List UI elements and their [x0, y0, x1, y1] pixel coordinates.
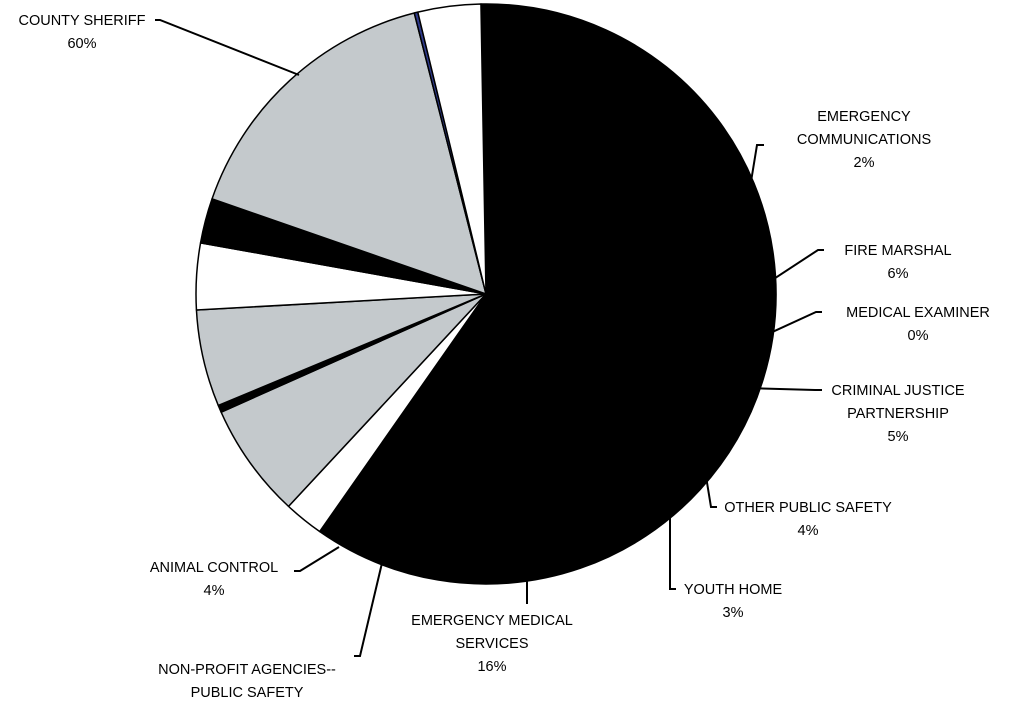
- leader-line: [155, 19, 300, 76]
- pie-slice: [211, 12, 487, 295]
- slice-label: CRIMINAL JUSTICE PARTNERSHIP 5%: [831, 383, 965, 445]
- leader-line: [759, 249, 824, 289]
- leader-line: [747, 144, 764, 201]
- slice-percent: 60%: [67, 36, 96, 52]
- slice-label-line: MEDICAL EXAMINER: [846, 305, 990, 321]
- slice-label-line: EMERGENCY MEDICAL: [411, 613, 573, 629]
- leader-line: [294, 546, 340, 572]
- slice-percent: 0%: [908, 328, 929, 344]
- slice-label: EMERGENCY COMMUNICATIONS 2%: [797, 109, 931, 171]
- leader-line: [702, 457, 717, 508]
- leader-line: [743, 387, 822, 391]
- slice-labels: COUNTY SHERIFF 60% EMERGENCY COMMUNICATIONS…: [18, 13, 990, 702]
- slice-label: COUNTY SHERIFF 60%: [18, 13, 145, 52]
- slice-percent: 5%: [888, 429, 909, 445]
- slice-label: NON-PROFIT AGENCIES--PUBLIC SAFETY0%: [158, 662, 336, 702]
- slice-label-line: EMERGENCY: [817, 109, 911, 125]
- slice-label-line: SERVICES: [455, 636, 528, 652]
- leader-line: [354, 562, 383, 657]
- slice-percent: 4%: [798, 523, 819, 539]
- slice-label: EMERGENCY MEDICAL SERVICES 16%: [411, 613, 573, 675]
- leader-lines: [155, 19, 824, 657]
- slice-label-line: OTHER PUBLIC SAFETY: [724, 500, 892, 516]
- pie-slice: [318, 3, 777, 585]
- slice-label-line: PUBLIC SAFETY: [191, 685, 304, 701]
- slice-label-line: FIRE MARSHAL: [844, 243, 951, 259]
- slice-percent: 2%: [854, 155, 875, 171]
- slice-label-line: COUNTY SHERIFF: [18, 13, 145, 29]
- leader-line: [669, 497, 676, 590]
- slice-label: MEDICAL EXAMINER 0%: [846, 305, 990, 344]
- slice-percent: 3%: [723, 605, 744, 621]
- slice-label-line: CRIMINAL JUSTICE: [831, 383, 965, 399]
- slice-label-line: NON-PROFIT AGENCIES--: [158, 662, 336, 678]
- slice-label: ANIMAL CONTROL 4%: [150, 560, 278, 599]
- slice-label-line: ANIMAL CONTROL: [150, 560, 278, 576]
- slice-label-line: YOUTH HOME: [684, 582, 783, 598]
- leader-line: [754, 311, 822, 341]
- slice-label: YOUTH HOME 3%: [684, 582, 783, 621]
- slice-label: OTHER PUBLIC SAFETY 4%: [724, 500, 892, 539]
- pie-slices: [195, 3, 777, 585]
- slice-percent: 6%: [888, 266, 909, 282]
- pie-slice: [220, 293, 487, 508]
- slice-label: FIRE MARSHAL 6%: [844, 243, 951, 282]
- slice-percent: 16%: [477, 659, 506, 675]
- slice-label-line: COMMUNICATIONS: [797, 132, 931, 148]
- slice-percent: 4%: [204, 583, 225, 599]
- slice-label-line: PARTNERSHIP: [847, 406, 949, 422]
- pie-slice: [417, 3, 487, 295]
